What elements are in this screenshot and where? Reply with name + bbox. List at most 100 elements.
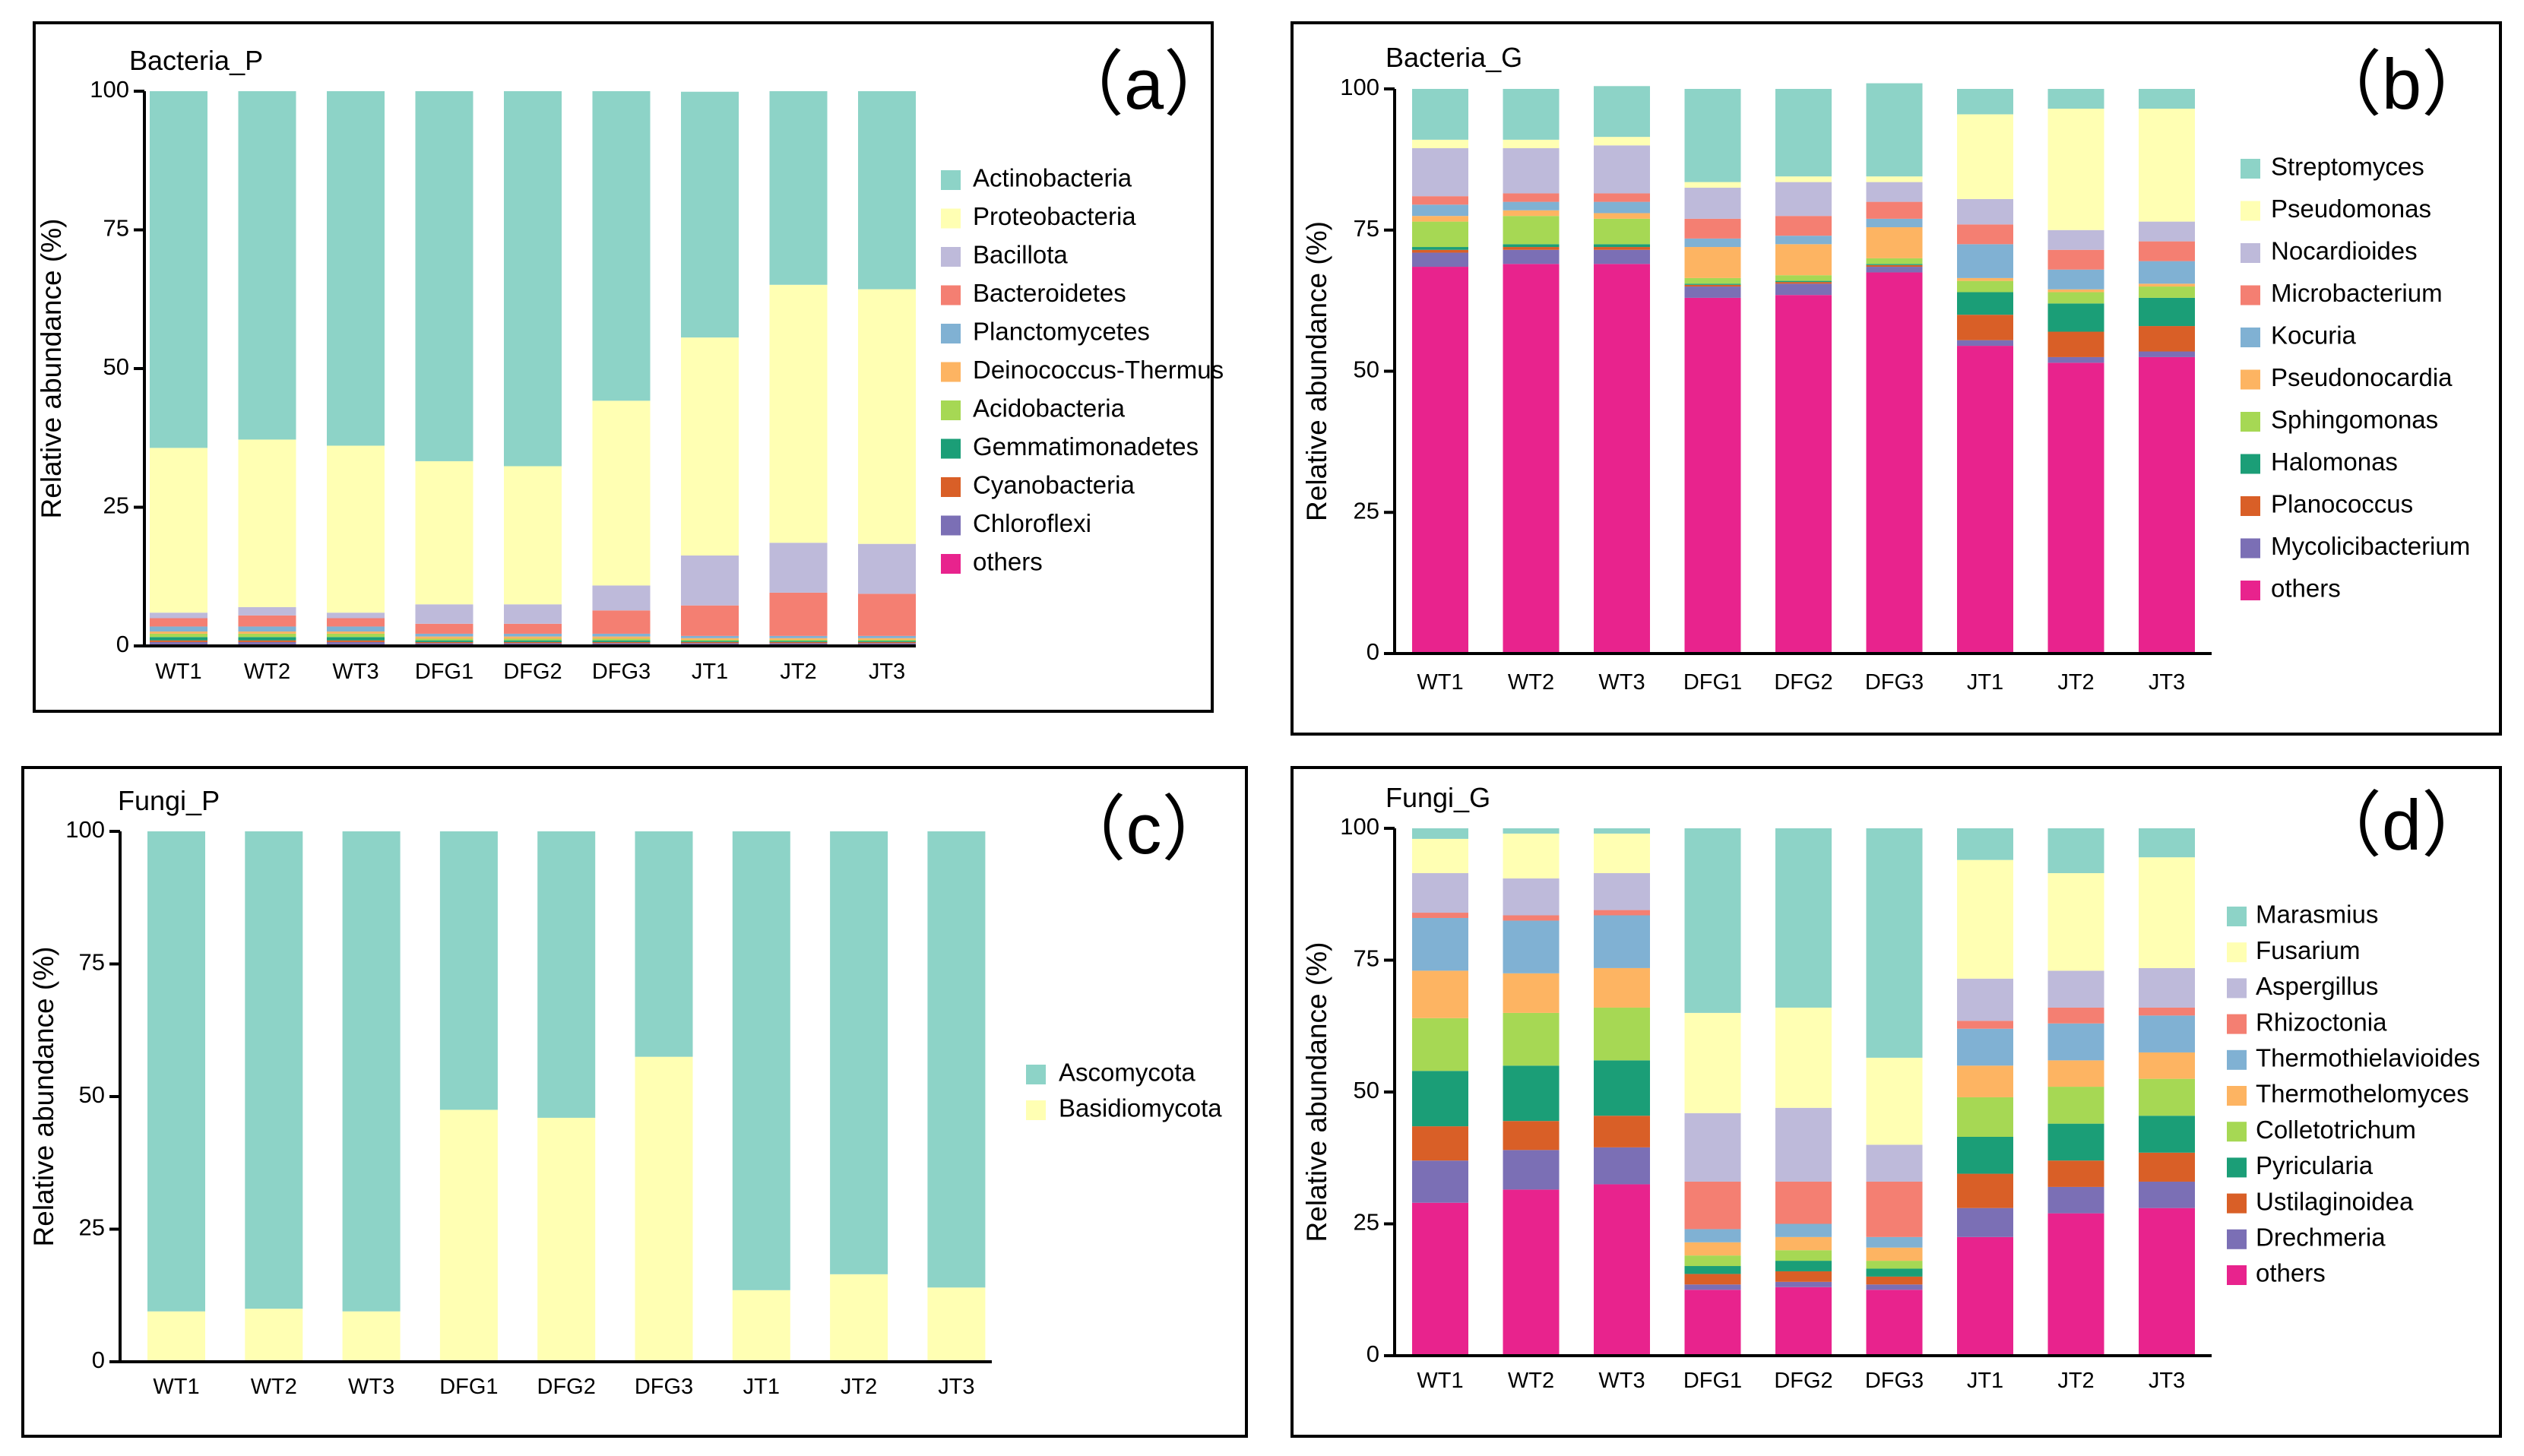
bar-segment-pyricularia-dfg1 — [1684, 1266, 1741, 1274]
legend-entry-label: Ascomycota — [1059, 1059, 1195, 1087]
bar-segment-planococcus-wt3 — [1594, 247, 1650, 250]
bar-segment-pseudonocardia-dfg2 — [1775, 244, 1832, 276]
legend-entry-label: Halomonas — [2271, 448, 2398, 476]
bar-segment-colletotrichum-jt2 — [2047, 1087, 2104, 1124]
legend-swatch — [941, 400, 961, 420]
y-axis-label: Relative abundance (%) — [1301, 942, 1332, 1242]
bar-segment-proteobacteria-wt3 — [327, 445, 385, 613]
x-tick-label: WT3 — [1598, 1369, 1645, 1393]
bar-segment-planococcus-dfg1 — [1684, 284, 1741, 287]
bar-segment-deinococcus-thermus-dfg3 — [592, 636, 651, 639]
y-tick-label: 0 — [92, 1347, 105, 1373]
bar-segment-basidiomycota-wt2 — [245, 1309, 303, 1362]
x-tick-label: WT2 — [244, 660, 290, 684]
bar-segment-pseudomonas-jt1 — [1957, 114, 2013, 199]
bar-segment-drechmeria-wt1 — [1412, 1160, 1468, 1203]
bar-segment-drechmeria-jt1 — [1957, 1208, 2013, 1237]
legend-entry-label: others — [2271, 574, 2341, 603]
bar-segment-planctomycetes-wt3 — [327, 626, 385, 632]
bar-segment-cyanobacteria-dfg3 — [592, 641, 651, 644]
bar-segment-microbacterium-wt2 — [1503, 193, 1560, 202]
legend-swatch — [941, 170, 961, 190]
bar-segment-others-dfg2 — [1775, 295, 1832, 654]
legend-swatch — [941, 362, 961, 382]
bar-segment-actinobacteria-wt1 — [150, 91, 207, 448]
legend-entry-label: Marasmius — [2256, 901, 2378, 929]
legend-swatch — [941, 477, 961, 497]
bar-segment-sphingomonas-jt1 — [1957, 280, 2013, 293]
legend-swatch — [2241, 496, 2260, 516]
x-tick-label: WT1 — [153, 1375, 199, 1399]
legend-entry-label: Ustilaginoidea — [2256, 1187, 2414, 1215]
bar-segment-pseudomonas-wt3 — [1594, 137, 1650, 146]
panel-tag: （d） — [2310, 785, 2493, 865]
bar-segment-basidiomycota-dfg1 — [439, 1109, 498, 1362]
bar-segment-planococcus-dfg2 — [1775, 282, 1832, 284]
bar-segment-aspergillus-dfg2 — [1775, 1107, 1832, 1182]
y-tick-label: 75 — [103, 215, 129, 242]
bar-segment-gemmatimonadetes-wt3 — [327, 637, 385, 641]
bar-segment-bacteroidetes-jt1 — [681, 605, 739, 636]
bar-segment-planococcus-jt1 — [1957, 315, 2013, 340]
bar-segment-pseudomonas-wt1 — [1412, 139, 1468, 149]
bar-segment-ustilaginoidea-jt3 — [2139, 1152, 2195, 1182]
bar-segment-chloroflexi-dfg3 — [592, 643, 651, 644]
bar-segment-halomonas-wt3 — [1594, 244, 1650, 248]
legend-entry-label: Pyricularia — [2256, 1151, 2374, 1179]
bar-segment-pyricularia-dfg3 — [1866, 1268, 1923, 1277]
bar-segment-streptomyces-wt3 — [1594, 86, 1650, 138]
y-tick-label: 0 — [116, 631, 129, 657]
x-tick-label: WT1 — [1417, 670, 1463, 695]
bar-segment-drechmeria-dfg2 — [1775, 1281, 1832, 1287]
legend-swatch — [2241, 454, 2260, 474]
bar-segment-ascomycota-wt1 — [147, 831, 205, 1312]
legend-swatch — [2241, 243, 2260, 263]
x-tick-label: JT1 — [692, 660, 728, 684]
bar-segment-deinococcus-thermus-jt3 — [858, 638, 916, 640]
bar-segment-mycolicibacterium-wt3 — [1594, 249, 1650, 264]
bar-segment-aspergillus-jt1 — [1957, 978, 2013, 1021]
bar-segment-deinococcus-thermus-dfg2 — [504, 636, 562, 639]
bar-segment-marasmius-jt2 — [2047, 828, 2104, 873]
bar-segment-others-jt1 — [1957, 346, 2013, 654]
bar-segment-cyanobacteria-jt1 — [681, 641, 739, 644]
bar-segment-rhizoctonia-dfg1 — [1684, 1181, 1741, 1230]
bar-segment-kocuria-dfg1 — [1684, 238, 1741, 248]
bar-segment-microbacterium-jt3 — [2139, 241, 2195, 261]
y-tick-label: 25 — [1354, 497, 1379, 524]
legend-swatch — [2241, 285, 2260, 305]
chart-panel-4: Fungi_G （d） WT1 WT2 WT3 DFG1 DFG2 DFG3 JT1 JT2 JT3… — [1291, 766, 2502, 1438]
bar-segment-others-jt1 — [1957, 1236, 2013, 1356]
bar-segment-bacteroidetes-jt2 — [769, 592, 828, 636]
bar-segment-bacillota-jt2 — [769, 543, 828, 593]
bar-segment-bacteroidetes-dfg1 — [415, 623, 473, 634]
legend-swatch — [2241, 201, 2260, 221]
bar-segment-pyricularia-wt2 — [1503, 1065, 1560, 1122]
legend-swatch — [2227, 1014, 2247, 1034]
chart-title: Fungi_P — [118, 785, 220, 816]
bar-segment-kocuria-jt3 — [2139, 261, 2195, 284]
x-tick-label: WT2 — [251, 1375, 297, 1399]
bar-segment-drechmeria-jt3 — [2139, 1181, 2195, 1208]
y-tick-label: 100 — [1340, 74, 1379, 100]
bar-segment-kocuria-dfg2 — [1775, 236, 1832, 245]
bar-segment-thermothielavioides-jt3 — [2139, 1015, 2195, 1052]
legend-swatch — [2241, 538, 2260, 559]
bar-segment-drechmeria-wt2 — [1503, 1150, 1560, 1190]
bar-segment-colletotrichum-wt2 — [1503, 1012, 1560, 1066]
chart-title: Bacteria_P — [129, 45, 263, 76]
bar-segment-halomonas-jt2 — [2047, 303, 2104, 332]
bar-segment-fusarium-jt3 — [2139, 857, 2195, 968]
legend-entry-label: Microbacterium — [2271, 279, 2443, 307]
panel-tag: （b） — [2310, 44, 2493, 124]
bar-segment-thermothielavioides-dfg2 — [1775, 1223, 1832, 1237]
chart-title: Bacteria_G — [1386, 42, 1522, 73]
y-tick-label: 50 — [1354, 356, 1379, 383]
bar-segment-pseudonocardia-wt3 — [1594, 213, 1650, 219]
x-tick-label: JT3 — [2149, 670, 2185, 695]
legend-entry-label: Thermothielavioides — [2256, 1044, 2480, 1072]
bar-segment-others-jt2 — [2047, 1213, 2104, 1356]
bar-segment-rhizoctonia-jt1 — [1957, 1021, 2013, 1029]
bar-segment-microbacterium-dfg2 — [1775, 216, 1832, 236]
